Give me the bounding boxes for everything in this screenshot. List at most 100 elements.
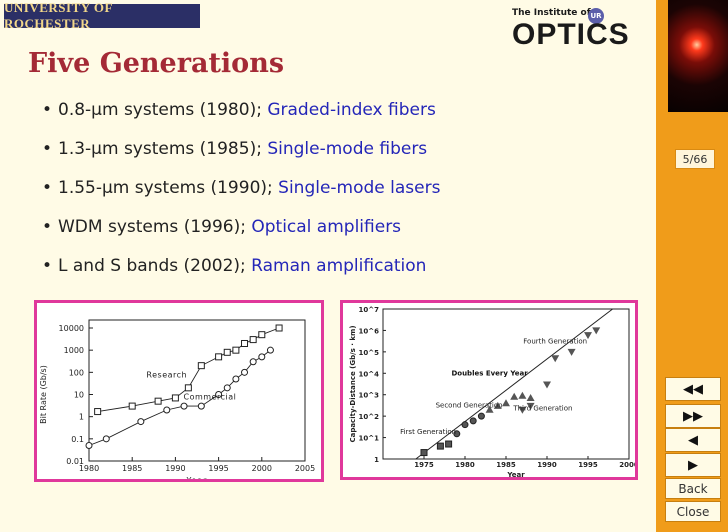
y-tick-label: 10^1 bbox=[359, 435, 380, 443]
y-tick-label: 10^3 bbox=[359, 392, 380, 400]
y-tick-label: 1 bbox=[79, 413, 84, 422]
data-point-circle bbox=[85, 442, 93, 450]
next-page-button[interactable]: ▶ bbox=[665, 453, 721, 477]
data-point-circle bbox=[180, 402, 188, 410]
x-tick-label: 2000 bbox=[619, 461, 635, 469]
data-point-circle bbox=[241, 368, 249, 376]
y-tick-label: 10^5 bbox=[359, 349, 380, 357]
bullet-highlight: Optical amplifiers bbox=[251, 217, 402, 237]
data-point-square bbox=[128, 402, 136, 410]
capacity-chart-panel: 1975 1980 1985 1990 1995 2000 10^7 10^6 10^5 10^4… bbox=[340, 300, 639, 480]
first-page-button[interactable]: ◀◀ bbox=[665, 377, 721, 401]
data-point-circle bbox=[453, 430, 461, 438]
bullet-highlight: Single-mode lasers bbox=[278, 178, 441, 198]
data-point-triangle-down bbox=[551, 355, 560, 363]
data-point-square bbox=[197, 362, 205, 370]
data-point-triangle bbox=[526, 394, 535, 402]
annotation-first-generation: First Generation bbox=[400, 428, 456, 436]
data-point-triangle bbox=[510, 392, 519, 400]
y-tick-label: 10^2 bbox=[359, 413, 380, 421]
data-point-triangle bbox=[502, 399, 510, 407]
bullet-text: 0.8-μm systems (1980); bbox=[58, 100, 268, 120]
bullet-text: 1.55-μm systems (1990); bbox=[58, 178, 279, 198]
bullet-highlight: Single-mode fibers bbox=[267, 139, 428, 159]
y-tick-label: 0.1 bbox=[71, 435, 84, 444]
bitrate-chart-panel: 1980 1985 1990 1995 2000 2005 10000 1000 100 10 1 0… bbox=[34, 300, 324, 485]
data-point-circle bbox=[232, 375, 240, 383]
data-point-square bbox=[258, 331, 266, 339]
bullet-item: 1.3-μm systems (1985); Single-mode fiber… bbox=[42, 139, 440, 178]
optics-institute-logo: The Institute of UR OPTICS bbox=[512, 8, 640, 52]
x-tick-label: 2005 bbox=[295, 464, 315, 473]
annotation-research: Research bbox=[146, 370, 187, 379]
bullet-text: WDM systems (1996); bbox=[58, 217, 252, 237]
data-point-circle bbox=[163, 406, 171, 414]
y-tick-label: 10^7 bbox=[359, 306, 380, 314]
x-tick-label: 1990 bbox=[537, 461, 557, 469]
x-tick-label: 1995 bbox=[578, 461, 598, 469]
data-point-triangle bbox=[485, 405, 494, 413]
data-point-triangle bbox=[493, 401, 502, 409]
annotation-second-generation: Second Generation bbox=[436, 402, 503, 410]
data-point-triangle-down bbox=[543, 381, 551, 389]
data-point-triangle-down bbox=[592, 327, 601, 335]
data-point-circle bbox=[258, 353, 266, 361]
x-tick-label: 1980 bbox=[79, 464, 99, 473]
data-point-circle bbox=[461, 421, 469, 429]
bullet-list: 0.8-μm systems (1980); Graded-index fibe… bbox=[42, 100, 440, 295]
plot-frame bbox=[382, 308, 630, 460]
data-point-square bbox=[171, 394, 179, 402]
data-point-circle bbox=[197, 402, 205, 410]
x-tick-label: 2000 bbox=[252, 464, 272, 473]
close-button[interactable]: Close bbox=[665, 501, 721, 522]
data-point-square bbox=[241, 339, 249, 347]
bullet-text: 1.3-μm systems (1985); bbox=[58, 139, 268, 159]
data-point-circle bbox=[102, 435, 110, 443]
last-page-button[interactable]: ▶▶ bbox=[665, 404, 721, 428]
bullet-item: 1.55-μm systems (1990); Single-mode lase… bbox=[42, 178, 440, 217]
back-button[interactable]: Back bbox=[665, 478, 721, 499]
annotation-fourth-generation: Fourth Generation bbox=[523, 337, 587, 345]
left-arrow-icon: ◀ bbox=[688, 432, 698, 448]
plot-frame bbox=[88, 319, 306, 462]
data-point-square bbox=[420, 449, 428, 457]
bullet-highlight: Raman amplification bbox=[251, 256, 427, 276]
bullet-highlight: Graded-index fibers bbox=[267, 100, 436, 120]
trend-line bbox=[415, 308, 613, 460]
annotation-third-generation: Third Generation bbox=[512, 405, 572, 413]
bullet-item: WDM systems (1996); Optical amplifiers bbox=[42, 217, 440, 256]
data-point-triangle-down bbox=[526, 402, 535, 410]
prev-page-button[interactable]: ◀ bbox=[665, 428, 721, 452]
y-tick-label: 10000 bbox=[59, 324, 84, 333]
optics-seal-icon: UR bbox=[588, 8, 604, 24]
data-point-circle bbox=[137, 418, 145, 426]
series-line bbox=[88, 349, 271, 446]
university-logo: UNIVERSITY OF ROCHESTER bbox=[4, 0, 200, 31]
x-tick-label: 1985 bbox=[496, 461, 516, 469]
annotation-doubles-every-year: Doubles Every Year bbox=[451, 369, 528, 377]
x-tick-label: 1980 bbox=[455, 461, 475, 469]
optics-logo-text: OPTICS bbox=[512, 18, 630, 51]
data-point-square bbox=[94, 408, 102, 416]
double-left-icon: ◀◀ bbox=[683, 381, 703, 397]
data-point-triangle-down bbox=[518, 406, 527, 414]
data-point-square bbox=[184, 384, 192, 392]
right-arrow-icon: ▶ bbox=[688, 457, 698, 473]
x-tick-label: 1975 bbox=[414, 461, 434, 469]
y-axis-label: Bit Rate (Gb/s) bbox=[39, 365, 48, 424]
data-point-circle bbox=[469, 417, 477, 425]
x-axis-label: Year bbox=[506, 471, 525, 477]
laser-photo-image bbox=[668, 0, 728, 112]
page-number: 5/66 bbox=[675, 149, 715, 169]
y-tick-label: 10^6 bbox=[359, 327, 380, 335]
y-axis-label: Capacity-Distance (Gb/s · km) bbox=[349, 325, 357, 442]
data-point-circle bbox=[223, 384, 231, 392]
x-tick-label: 1990 bbox=[165, 464, 185, 473]
university-name: UNIVERSITY OF ROCHESTER bbox=[4, 0, 113, 31]
x-tick-label: 1985 bbox=[122, 464, 142, 473]
data-point-circle bbox=[266, 346, 274, 354]
bullet-item: L and S bands (2002); Raman amplificatio… bbox=[42, 256, 440, 295]
data-point-square bbox=[436, 442, 444, 450]
data-point-circle bbox=[249, 358, 257, 366]
data-point-square bbox=[249, 336, 257, 344]
